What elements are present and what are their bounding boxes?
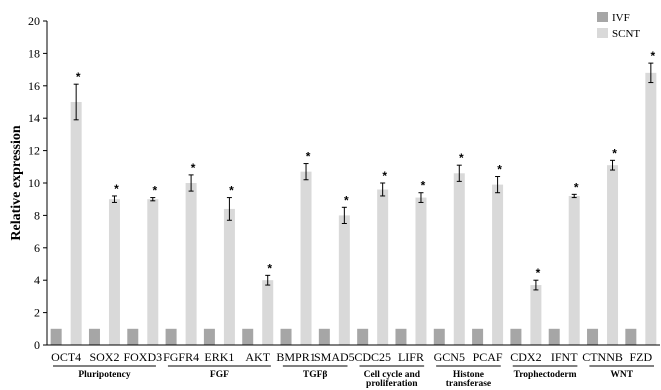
bar-ivf bbox=[203, 328, 215, 345]
bar-scnt bbox=[223, 208, 235, 345]
bar-scnt bbox=[185, 183, 197, 345]
y-axis-ticks: 0 2 4 6 8 10 12 14 16 18 20 bbox=[28, 14, 47, 352]
group-label: Cell cycle and bbox=[364, 370, 421, 380]
bar-ivf bbox=[88, 328, 100, 345]
gene-group-labels: Pluripotency FGF TGFβ Cell cycle andprolife… bbox=[53, 365, 654, 389]
significance-marker: * bbox=[152, 184, 157, 198]
x-tick-label: AKT bbox=[245, 350, 270, 364]
x-tick-label: FGFR4 bbox=[163, 350, 199, 364]
x-tick-label: CDC25 bbox=[354, 350, 391, 364]
legend: IVF SCNT bbox=[597, 12, 640, 40]
significance-marker: * bbox=[459, 151, 464, 165]
significance-marker: * bbox=[421, 179, 426, 193]
significance-marker: * bbox=[382, 169, 387, 183]
x-tick-label: PCAF bbox=[473, 350, 503, 364]
significance-marker: * bbox=[306, 150, 311, 164]
bar-scnt bbox=[453, 173, 465, 345]
y-axis-label: Relative expression bbox=[9, 125, 24, 240]
x-tick-label: IFNT bbox=[551, 350, 578, 364]
bar-scnt bbox=[607, 165, 619, 345]
y-tick-label: 14 bbox=[28, 111, 40, 125]
significance-marker: * bbox=[612, 146, 617, 160]
bar-scnt bbox=[377, 189, 389, 345]
significance-marker: * bbox=[344, 193, 349, 207]
x-tick-label: BMPR1 bbox=[276, 350, 315, 364]
x-tick-label: CDX2 bbox=[510, 350, 541, 364]
x-tick-label: OCT4 bbox=[51, 350, 81, 364]
x-tick-label: CTNNB bbox=[582, 350, 623, 364]
group-label: TGFβ bbox=[303, 370, 328, 380]
y-tick-label: 2 bbox=[34, 306, 40, 320]
bar-scnt bbox=[492, 184, 504, 345]
bar-ivf bbox=[357, 328, 369, 345]
bar-scnt bbox=[530, 285, 542, 345]
bar-ivf bbox=[280, 328, 292, 345]
group-label: FGF bbox=[210, 370, 229, 380]
x-tick-label: SMAD5 bbox=[314, 350, 355, 364]
bar-ivf bbox=[242, 328, 254, 345]
bar-ivf bbox=[587, 328, 599, 345]
bar-ivf bbox=[625, 328, 637, 345]
x-tick-label: GCN5 bbox=[434, 350, 465, 364]
bar-ivf bbox=[318, 328, 330, 345]
group-label: proliferation bbox=[366, 379, 418, 389]
bars: * * * * * * * * * * * * * * * * bbox=[50, 49, 657, 345]
x-tick-label: FZD bbox=[630, 350, 653, 364]
bar-scnt bbox=[147, 199, 159, 345]
y-tick-label: 10 bbox=[28, 176, 40, 190]
x-tick-label: LIFR bbox=[398, 350, 424, 364]
x-tick-label: FOXD3 bbox=[123, 350, 162, 364]
x-tick-label: ERK1 bbox=[204, 350, 234, 364]
bar-ivf bbox=[50, 328, 62, 345]
y-tick-label: 6 bbox=[34, 241, 40, 255]
legend-swatch-scnt bbox=[597, 28, 608, 38]
bar-ivf bbox=[548, 328, 560, 345]
y-tick-label: 16 bbox=[28, 79, 40, 93]
bar-scnt bbox=[338, 215, 350, 345]
bar-scnt bbox=[70, 102, 82, 345]
bar-scnt bbox=[645, 72, 657, 345]
significance-marker: * bbox=[574, 180, 579, 194]
significance-marker: * bbox=[191, 161, 196, 175]
legend-swatch-ivf bbox=[597, 12, 608, 22]
significance-marker: * bbox=[651, 49, 656, 63]
group-label: Trophectoderm bbox=[514, 370, 577, 380]
bar-ivf bbox=[127, 328, 139, 345]
group-label: Histone bbox=[453, 370, 484, 380]
bar-ivf bbox=[165, 328, 177, 345]
bar-scnt bbox=[108, 199, 120, 345]
bar-scnt bbox=[568, 195, 580, 345]
bar-ivf bbox=[510, 328, 522, 345]
significance-marker: * bbox=[229, 184, 234, 198]
significance-marker: * bbox=[536, 266, 541, 280]
y-tick-label: 18 bbox=[28, 46, 40, 60]
group-label: transferase bbox=[446, 379, 491, 389]
significance-marker: * bbox=[76, 70, 81, 84]
y-tick-label: 20 bbox=[28, 14, 40, 28]
group-label: Pluripotency bbox=[78, 370, 130, 380]
y-tick-label: 12 bbox=[28, 144, 40, 158]
group-label: WNT bbox=[610, 370, 633, 380]
significance-marker: * bbox=[114, 182, 119, 196]
significance-marker: * bbox=[497, 163, 502, 177]
y-tick-label: 8 bbox=[34, 208, 40, 222]
bar-scnt bbox=[415, 197, 427, 345]
bar-scnt bbox=[300, 171, 312, 345]
y-tick-label: 4 bbox=[34, 273, 40, 287]
y-tick-label: 0 bbox=[34, 338, 40, 352]
bar-ivf bbox=[395, 328, 407, 345]
x-tick-label: SOX2 bbox=[89, 350, 119, 364]
legend-label-ivf: IVF bbox=[612, 12, 630, 24]
bar-scnt bbox=[262, 280, 274, 345]
legend-label-scnt: SCNT bbox=[612, 28, 640, 40]
bar-ivf bbox=[472, 328, 484, 345]
bar-ivf bbox=[433, 328, 445, 345]
significance-marker: * bbox=[267, 261, 272, 275]
